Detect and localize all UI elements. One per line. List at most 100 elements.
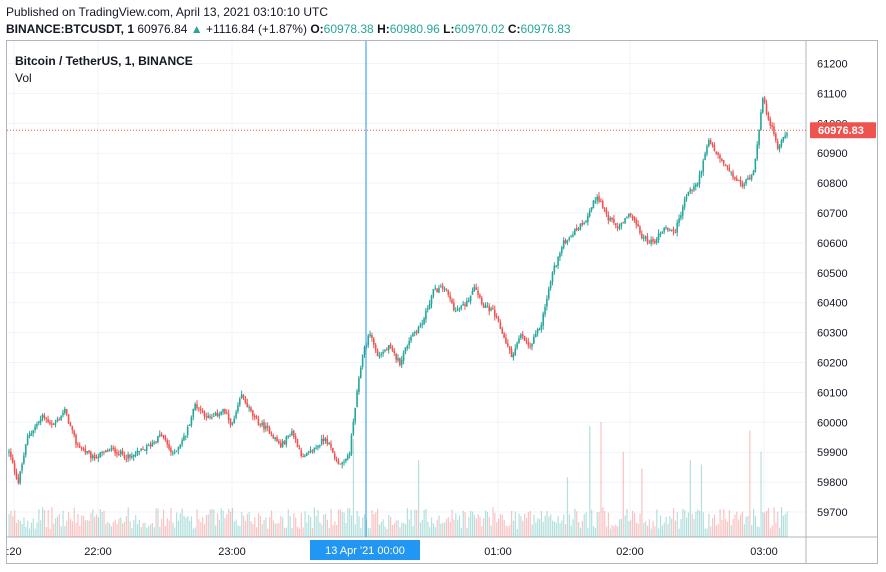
volume-bar	[194, 527, 196, 537]
volume-bar	[350, 515, 353, 537]
volume-bar	[257, 513, 260, 537]
volume-bar	[479, 516, 481, 537]
candle-body	[397, 358, 399, 361]
volume-bar	[23, 517, 25, 537]
candle-body	[283, 440, 286, 444]
volume-bar	[752, 509, 755, 537]
candle-body	[570, 236, 572, 238]
candle-body	[371, 335, 373, 339]
candle-body	[231, 423, 234, 425]
candle-body	[140, 449, 142, 451]
candle-body	[235, 412, 237, 418]
candle-body	[553, 265, 556, 272]
candle-body	[527, 341, 530, 346]
candle-body	[590, 207, 593, 211]
volume-bar	[315, 516, 317, 537]
volume-bar	[120, 517, 122, 537]
candle-body	[274, 437, 276, 440]
volume-bar	[511, 510, 513, 537]
candle-body	[272, 435, 275, 439]
volume-bar	[710, 526, 712, 537]
candle-body	[668, 230, 671, 232]
candle-body	[683, 199, 686, 208]
volume-bar	[471, 511, 474, 537]
volume-bar	[334, 521, 336, 537]
volume-bar	[375, 512, 377, 537]
volume-bar	[144, 522, 146, 537]
volume-bar	[388, 514, 390, 537]
high-label: H:	[377, 22, 390, 36]
candle-body	[212, 415, 215, 417]
candle-body	[691, 190, 693, 192]
candle-body	[227, 413, 230, 420]
symbol-name: BINANCE:BTCUSDT, 1	[6, 22, 135, 36]
volume-bar	[337, 509, 340, 537]
candle-body	[43, 415, 46, 418]
volume-bar	[546, 511, 548, 537]
volume-bar	[157, 508, 159, 537]
volume-bar	[12, 516, 14, 537]
candle-body	[129, 454, 131, 458]
volume-bar	[77, 513, 79, 537]
volume-bar	[663, 522, 665, 537]
candle-body	[428, 303, 431, 309]
volume-bar	[183, 515, 185, 537]
candle-body	[123, 455, 126, 458]
candle-body	[581, 223, 584, 225]
candle-body	[175, 451, 178, 453]
candle-body	[188, 424, 191, 426]
volume-bar	[767, 507, 770, 537]
volume-bar	[17, 519, 20, 537]
candle-body	[715, 151, 718, 154]
candle-body	[248, 407, 250, 409]
volume-bar	[620, 518, 623, 537]
volume-bar	[304, 511, 306, 537]
volume-bar	[462, 510, 464, 537]
volume-bar	[548, 516, 550, 537]
candle-body	[242, 395, 245, 398]
volume-bar	[181, 508, 183, 537]
volume-bar	[267, 528, 269, 537]
candle-body	[354, 407, 356, 422]
volume-bar	[481, 526, 483, 537]
volume-bar	[235, 519, 237, 537]
candle-body	[261, 422, 263, 426]
candle-body	[454, 311, 457, 313]
volume-bar	[777, 511, 779, 537]
candle-body	[531, 343, 533, 347]
volume-bar	[328, 528, 330, 537]
candle-body	[510, 349, 513, 357]
volume-bar	[509, 525, 511, 537]
candle-body	[432, 289, 435, 297]
candle-body	[544, 306, 546, 315]
candle-body	[142, 448, 144, 450]
candle-body	[564, 240, 567, 244]
volume-bar	[308, 514, 310, 537]
volume-bar	[179, 513, 181, 537]
volume-bar	[559, 523, 561, 537]
candle-body	[309, 450, 312, 452]
candle-body	[198, 407, 200, 409]
volume-bar	[202, 516, 204, 537]
candle-body	[317, 445, 319, 448]
candle-body	[369, 334, 371, 336]
volume-bar	[10, 510, 12, 537]
volume-bar	[542, 521, 544, 537]
volume-bar	[486, 511, 489, 537]
candle-body	[77, 444, 79, 446]
candle-body	[39, 418, 42, 423]
candle-body	[127, 454, 129, 459]
price-tick-label: 60100	[817, 387, 848, 399]
volume-bar	[55, 518, 57, 537]
candle-body	[118, 454, 120, 456]
symbol-header: BINANCE:BTCUSDT, 1 60976.84 ▲ +1116.84 (…	[6, 22, 571, 36]
change-arrow: ▲	[190, 22, 203, 36]
volume-bar	[237, 525, 239, 537]
candle-body	[196, 404, 198, 409]
volume-bar	[466, 528, 468, 537]
volume-bar	[507, 526, 509, 537]
candle-body	[415, 331, 418, 333]
volume-bar	[265, 517, 267, 537]
volume-bar	[136, 524, 139, 537]
